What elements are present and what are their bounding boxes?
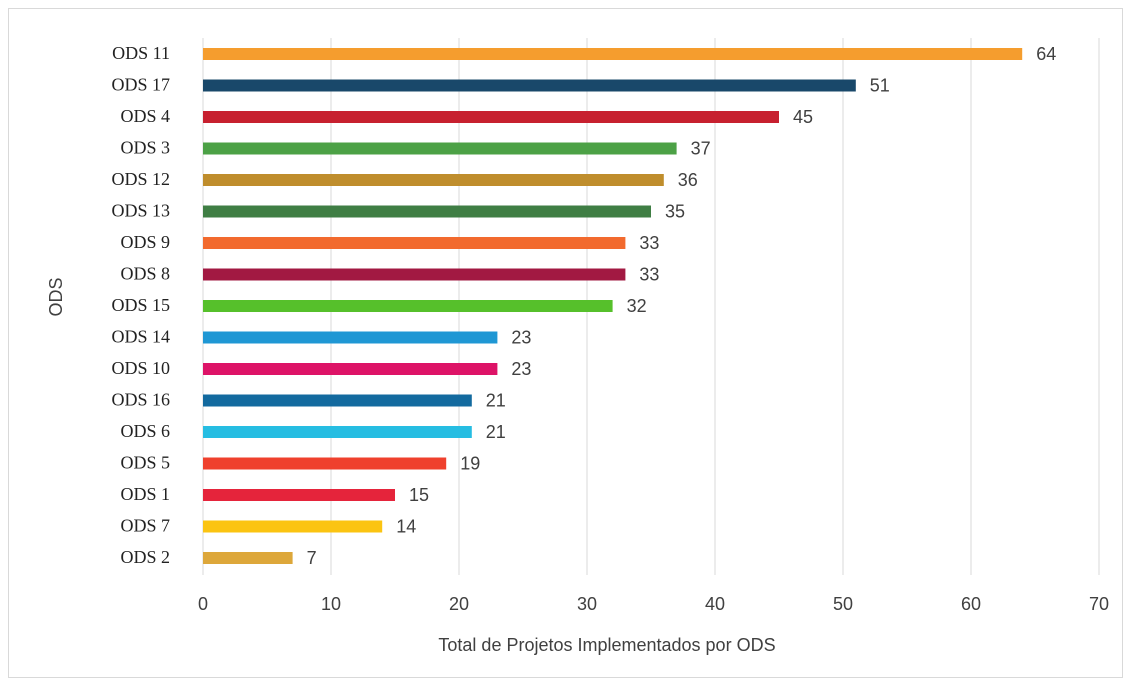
- data-label: 19: [460, 453, 480, 473]
- y-tick-label: ODS 2: [120, 547, 170, 567]
- bar: [203, 111, 779, 123]
- data-label: 35: [665, 201, 685, 221]
- y-tick-label: ODS 7: [120, 516, 170, 536]
- y-tick-label: ODS 15: [111, 295, 170, 315]
- bar: [203, 363, 498, 375]
- bar: [203, 79, 856, 92]
- y-tick-label: ODS 5: [120, 453, 170, 473]
- bar: [203, 205, 651, 218]
- data-label: 21: [486, 390, 506, 410]
- bar: [203, 394, 472, 407]
- data-label: 51: [870, 75, 890, 95]
- bar: [203, 48, 1023, 60]
- data-label: 23: [511, 359, 531, 379]
- data-label: 23: [511, 327, 531, 347]
- bar: [203, 237, 626, 249]
- data-label: 33: [639, 264, 659, 284]
- y-tick-label: ODS 17: [111, 75, 170, 95]
- data-label: 45: [793, 107, 813, 127]
- data-label: 37: [691, 138, 711, 158]
- y-tick-label: ODS 4: [120, 106, 170, 126]
- x-tick-label: 50: [833, 594, 853, 614]
- y-tick-label: ODS 8: [120, 264, 170, 284]
- data-label: 7: [307, 548, 317, 568]
- y-tick-label: ODS 14: [111, 327, 170, 347]
- data-label: 14: [396, 516, 416, 536]
- y-tick-label: ODS 16: [111, 390, 170, 410]
- chart-border: [8, 8, 1123, 678]
- bar: [203, 552, 293, 564]
- x-tick-label: 60: [961, 594, 981, 614]
- x-tick-label: 20: [449, 594, 469, 614]
- data-label: 21: [486, 422, 506, 442]
- bar: [203, 331, 498, 344]
- y-axis-label: ODS: [46, 277, 66, 316]
- x-tick-label: 30: [577, 594, 597, 614]
- x-axis-label: Total de Projetos Implementados por ODS: [438, 635, 775, 655]
- data-label: 64: [1036, 44, 1056, 64]
- x-tick-label: 70: [1089, 594, 1109, 614]
- y-tick-label: ODS 13: [111, 201, 170, 221]
- bar: [203, 457, 447, 470]
- bar: [203, 426, 472, 438]
- data-label: 33: [639, 233, 659, 253]
- bar: [203, 520, 383, 533]
- y-tick-label: ODS 6: [120, 421, 170, 441]
- data-label: 32: [627, 296, 647, 316]
- y-tick-label: ODS 10: [111, 358, 170, 378]
- bar: [203, 489, 395, 501]
- y-tick-label: ODS 11: [112, 43, 170, 63]
- data-label: 15: [409, 485, 429, 505]
- y-tick-label: ODS 3: [120, 138, 170, 158]
- y-tick-label: ODS 9: [120, 232, 170, 252]
- bar: [203, 174, 664, 186]
- data-label: 36: [678, 170, 698, 190]
- bar: [203, 142, 677, 155]
- y-tick-label: ODS 1: [120, 484, 170, 504]
- bar: [203, 268, 626, 281]
- y-tick-label: ODS 12: [111, 169, 170, 189]
- x-tick-label: 0: [198, 594, 208, 614]
- x-tick-label: 40: [705, 594, 725, 614]
- bar: [203, 300, 613, 312]
- x-tick-label: 10: [321, 594, 341, 614]
